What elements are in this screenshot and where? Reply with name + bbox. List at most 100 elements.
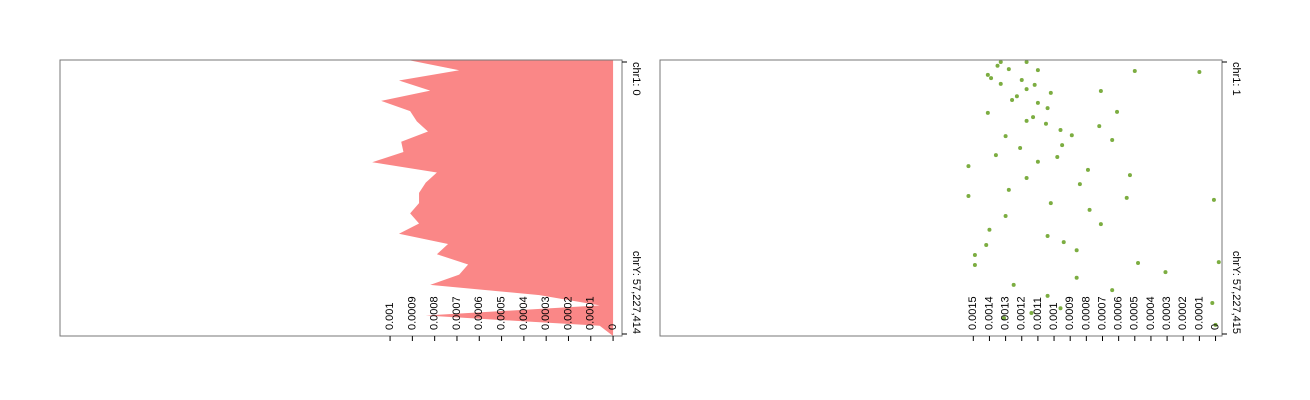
point [1011, 282, 1016, 287]
x-tick-label: 0.0014 [983, 296, 995, 330]
point [995, 63, 1000, 68]
point [989, 76, 994, 81]
point [1069, 133, 1074, 138]
point [1010, 98, 1015, 103]
point [1024, 87, 1029, 92]
x-tick-label: 0 [1209, 324, 1221, 330]
point [1006, 187, 1011, 192]
x-tick-label: 0.0004 [518, 296, 530, 330]
x-tick-label: 0.0008 [1080, 296, 1092, 330]
point [1029, 310, 1034, 315]
x-tick-label: 0.0006 [473, 296, 485, 330]
x-tick-label: 0 [607, 324, 619, 330]
area [372, 60, 614, 336]
point [1024, 175, 1029, 180]
point [1211, 197, 1216, 202]
x-tick-label: 0.001 [384, 302, 396, 330]
point [985, 72, 990, 77]
x-tick-label: 0.0007 [1096, 296, 1108, 330]
x-tick-label: 0.0008 [429, 296, 441, 330]
track-frame [59, 59, 623, 337]
point [1127, 173, 1132, 178]
x-tick-label: 0.0011 [1032, 297, 1044, 330]
x-tick-label: 0.0004 [1145, 296, 1157, 330]
x-tick-label: 0.0003 [1161, 296, 1173, 330]
point [1060, 143, 1065, 148]
x-tick-label: 0.0012 [1016, 296, 1028, 330]
x-tick-label: 0.0001 [585, 296, 597, 330]
x-tick-label: 0.0002 [562, 296, 574, 330]
point [998, 81, 1003, 86]
point [966, 194, 971, 199]
point [987, 227, 992, 232]
point [1058, 127, 1063, 132]
point [1136, 261, 1141, 266]
point [1035, 68, 1040, 73]
point [1210, 300, 1215, 305]
x-tick-label: 0.0009 [406, 296, 418, 330]
y-tick-label: chr1: 1 [1230, 62, 1242, 96]
point [1213, 322, 1218, 327]
y-tick-label: chrY: 57,227,415 [1230, 251, 1242, 334]
point [1087, 207, 1092, 212]
point [1098, 88, 1103, 93]
x-tick-label: 0.0009 [1064, 296, 1076, 330]
point [1163, 270, 1168, 275]
point [1003, 213, 1008, 218]
point [1115, 109, 1120, 114]
point [1031, 115, 1036, 120]
point [1003, 134, 1008, 139]
point [1077, 182, 1082, 187]
point [1024, 59, 1029, 64]
point [1085, 167, 1090, 172]
point [1019, 78, 1024, 83]
x-tick-label: 0.0001 [1193, 296, 1205, 330]
x-tick-label: 0.0006 [1113, 296, 1125, 330]
point [966, 164, 971, 169]
point [1110, 288, 1115, 293]
point [1110, 137, 1115, 142]
point [1045, 233, 1050, 238]
point [1097, 124, 1102, 129]
point [993, 153, 998, 158]
point [1001, 316, 1006, 321]
point [1197, 69, 1202, 74]
point [1055, 155, 1060, 160]
x-tick-label: 0.0005 [1129, 296, 1141, 330]
point [1018, 146, 1023, 151]
point [1048, 90, 1053, 95]
point [1006, 67, 1011, 72]
point [1058, 306, 1063, 311]
y-tick-label: chrY: 57,227,414 [630, 251, 642, 334]
track-frame [659, 59, 1223, 337]
x-tick-label: 0.0013 [1000, 296, 1012, 330]
point [1043, 121, 1048, 126]
point [1032, 82, 1037, 87]
point [985, 110, 990, 115]
x-tick-label: 0.0002 [1177, 296, 1189, 330]
point [1024, 118, 1029, 123]
x-tick-label: 0.0005 [495, 296, 507, 330]
point [1132, 69, 1137, 74]
point [1061, 240, 1066, 245]
point [1074, 248, 1079, 253]
point [1124, 195, 1129, 200]
x-tick-label: 0.0007 [451, 296, 463, 330]
point [1048, 201, 1053, 206]
x-tick-label: 0.001 [1048, 302, 1060, 330]
x-tick-label: 0.0015 [967, 296, 979, 330]
point [1035, 159, 1040, 164]
point [972, 252, 977, 257]
point [998, 59, 1003, 64]
point [1074, 275, 1079, 280]
point [1014, 94, 1019, 99]
point [1045, 293, 1050, 298]
point [1216, 260, 1221, 265]
point [1045, 106, 1050, 111]
x-tick-label: 0.0003 [540, 296, 552, 330]
point [984, 242, 989, 247]
point [1098, 222, 1103, 227]
point [1035, 100, 1040, 105]
y-tick-label: chr1: 0 [630, 62, 642, 96]
